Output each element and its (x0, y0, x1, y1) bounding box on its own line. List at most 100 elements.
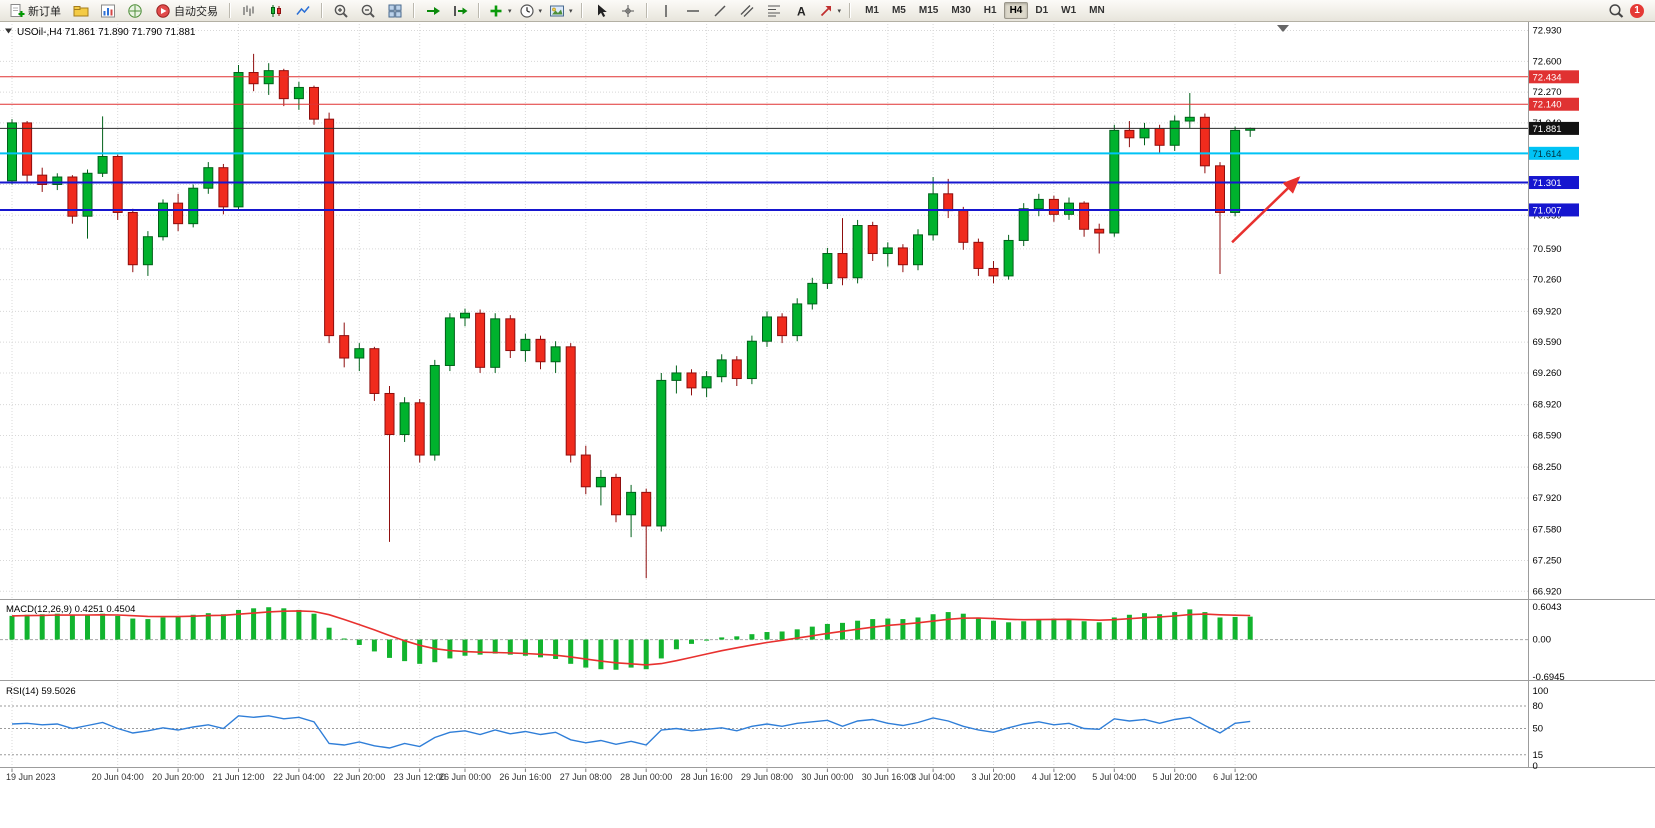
price-axis-label: 68.920 (1533, 400, 1562, 411)
candle (369, 346, 380, 401)
channel-tool-button[interactable] (734, 1, 760, 21)
candle (1199, 113, 1210, 174)
chevron-down-icon: ▾ (837, 7, 842, 15)
candle (928, 177, 939, 241)
line-chart-mode-button[interactable] (290, 1, 316, 21)
timeframe-mn-button[interactable]: MN (1089, 5, 1105, 16)
macd-label: MACD(12,26,9) 0.4251 0.4504 (6, 604, 135, 615)
candle (626, 484, 637, 538)
timeframe-h1-button[interactable]: H1 (983, 5, 997, 16)
candle (399, 397, 410, 442)
candle (807, 277, 818, 310)
text-tool-button[interactable]: A (788, 1, 814, 21)
new-order-icon (9, 3, 25, 19)
auto-scroll-button[interactable] (420, 1, 446, 21)
timeframe-m15-button[interactable]: M15 (918, 5, 939, 16)
svg-text:72.434: 72.434 (1533, 72, 1562, 83)
crosshair-button[interactable] (615, 1, 641, 21)
new-order-button[interactable]: 新订单 (3, 1, 67, 21)
profiles-button[interactable] (68, 1, 94, 21)
timeframe-m5-button[interactable]: M5 (891, 5, 906, 16)
toolbar-separator (321, 3, 323, 18)
bar-chart-mode-button[interactable] (236, 1, 262, 21)
time-axis-label: 3 Jul 20:00 (971, 772, 1015, 782)
candle (490, 313, 501, 373)
price-tag: 71.881 (1529, 121, 1579, 135)
candle (701, 371, 712, 398)
autotrading-label: 自动交易 (174, 5, 218, 18)
candle (7, 119, 17, 185)
templates-button[interactable]: ▾ (546, 1, 576, 21)
time-axis-label: 29 Jun 08:00 (741, 772, 793, 782)
time-axis-label: 19 Jun 2023 (6, 772, 56, 782)
candle (731, 356, 742, 387)
timeframe-m30-button[interactable]: M30 (951, 5, 971, 16)
zoom-out-button[interactable] (355, 1, 381, 21)
rsi-scale-label: 0 (1533, 761, 1538, 772)
time-axis-label: 30 Jun 16:00 (862, 772, 914, 782)
timeframe-d1-button[interactable]: D1 (1035, 5, 1049, 16)
candle (746, 335, 757, 385)
candle (1003, 234, 1014, 280)
autotrading-button[interactable]: 自动交易 (149, 1, 224, 21)
vertical-line-tool-button[interactable] (653, 1, 679, 21)
candle (1215, 162, 1225, 275)
time-axis-label: 26 Jun 16:00 (499, 772, 551, 782)
candle (1064, 197, 1074, 220)
notification-badge[interactable]: 1 (1630, 3, 1644, 18)
rsi-label: RSI(14) 59.5026 (6, 686, 76, 697)
chart-canvas[interactable]: 72.93072.60072.27071.94071.61071.28070.9… (0, 22, 1655, 828)
candle (37, 167, 48, 192)
tile-windows-icon (387, 3, 403, 19)
time-axis-label: 28 Jun 00:00 (620, 772, 672, 782)
trend-arrow-annotation[interactable] (1231, 176, 1301, 244)
candle (565, 343, 576, 463)
price-axis-label: 66.920 (1533, 586, 1562, 597)
price-axis-label: 67.580 (1533, 525, 1562, 536)
candle (1094, 223, 1105, 254)
toolbar-separator (478, 3, 480, 18)
candle (460, 308, 470, 327)
symbol-dropdown-icon[interactable] (5, 28, 12, 34)
cursor-button[interactable] (588, 1, 614, 21)
price-tag: 71.301 (1529, 176, 1579, 190)
svg-text:71.301: 71.301 (1533, 178, 1562, 189)
chart-shift-button[interactable] (447, 1, 473, 21)
zoom-in-button[interactable] (328, 1, 354, 21)
crosshair-icon (620, 3, 636, 19)
search-button[interactable] (1603, 1, 1629, 21)
clock-icon (519, 3, 535, 19)
candle (173, 193, 184, 232)
market-watch-button[interactable] (95, 1, 121, 21)
candle (882, 242, 893, 267)
chart-shift-marker[interactable] (1277, 25, 1289, 32)
time-axis-label: 20 Jun 20:00 (152, 772, 204, 782)
tile-windows-button[interactable] (382, 1, 408, 21)
auto-scroll-icon (425, 3, 441, 19)
chart-header: USOil-,H4 71.861 71.890 71.790 71.881 (5, 27, 196, 38)
toolbar-separator (849, 3, 852, 18)
price-axis-label: 69.920 (1533, 306, 1562, 317)
timeframe-w1-button[interactable]: W1 (1061, 5, 1077, 16)
indicators-button[interactable]: ▾ (485, 1, 515, 21)
timeframe-m1-button[interactable]: M1 (865, 5, 879, 16)
candlestick-mode-button[interactable] (263, 1, 289, 21)
price-tag: 72.140 (1529, 97, 1579, 111)
candle (22, 121, 33, 183)
horizontal-line-tool-button[interactable] (680, 1, 706, 21)
timeframe-h4-button[interactable]: H4 (1003, 2, 1029, 19)
periods-button[interactable]: ▾ (516, 1, 546, 21)
candle (686, 369, 697, 396)
arrows-tool-button[interactable]: ▾ (815, 1, 845, 21)
candle (611, 473, 621, 523)
search-icon (1608, 3, 1624, 19)
candle (897, 244, 908, 273)
navigator-button[interactable] (122, 1, 148, 21)
candle (580, 445, 591, 495)
time-axis-label: 5 Jul 20:00 (1153, 772, 1197, 782)
price-tag: 71.007 (1529, 203, 1579, 217)
fibonacci-tool-button[interactable] (761, 1, 787, 21)
trendline-tool-button[interactable] (707, 1, 733, 21)
chart-window[interactable]: 72.93072.60072.27071.94071.61071.28070.9… (0, 22, 1655, 828)
zoom-in-icon (333, 3, 349, 19)
